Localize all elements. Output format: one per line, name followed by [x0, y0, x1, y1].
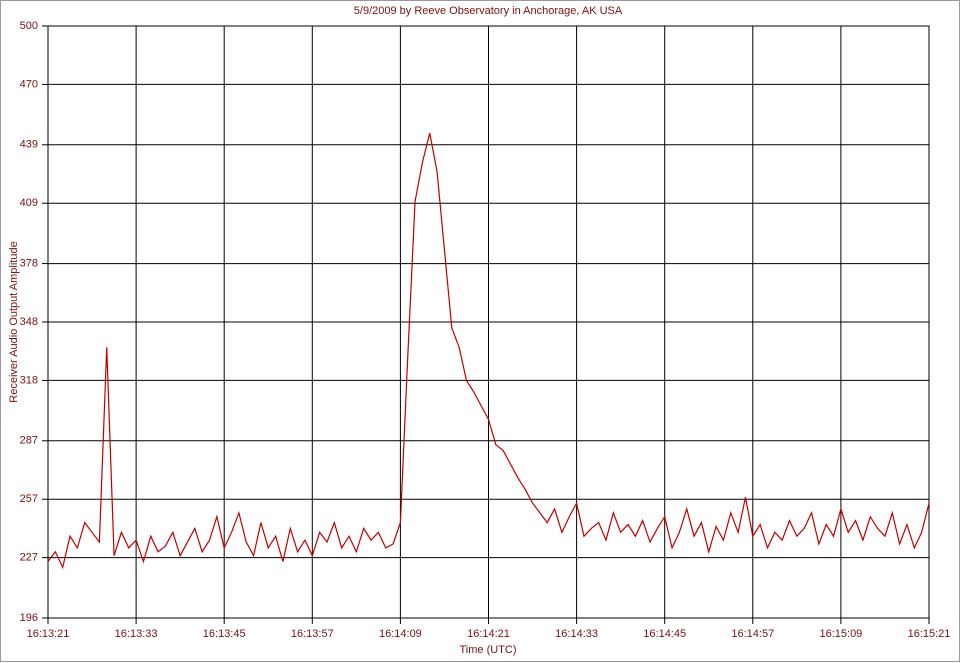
- chart-title: 5/9/2009 by Reeve Observatory in Anchora…: [354, 5, 623, 17]
- data-line: [47, 132, 930, 570]
- plot-border: [47, 25, 930, 619]
- y-tick-label: 227: [20, 552, 38, 564]
- x-tick-label: 16:13:57: [291, 628, 334, 640]
- y-tick-label: 257: [20, 493, 38, 505]
- x-axis-label: Time (UTC): [459, 644, 516, 656]
- y-tick-label: 287: [20, 435, 38, 447]
- y-tick-label: 500: [20, 20, 38, 32]
- x-tick-label: 16:14:09: [379, 628, 422, 640]
- y-axis-label: Receiver Audio Output Amplitude: [8, 241, 20, 402]
- x-tick-label: 16:14:45: [643, 628, 686, 640]
- y-tick-label: 439: [20, 139, 38, 151]
- x-tick-label: 16:13:45: [203, 628, 246, 640]
- y-tick-label: 196: [20, 612, 38, 624]
- x-tick-label: 16:13:21: [27, 628, 70, 640]
- y-tick-label: 378: [20, 257, 38, 269]
- y-tick-label: 470: [20, 78, 38, 90]
- y-tick-label: 318: [20, 374, 38, 386]
- x-tick-label: 16:14:33: [555, 628, 598, 640]
- x-tick-label: 16:14:57: [731, 628, 774, 640]
- x-tick-label: 16:15:21: [908, 628, 951, 640]
- y-tick-label: 348: [20, 316, 38, 328]
- x-tick-label: 16:14:21: [467, 628, 510, 640]
- y-tick-label: 409: [20, 197, 38, 209]
- x-tick-label: 16:13:33: [115, 628, 158, 640]
- x-tick-label: 16:15:09: [819, 628, 862, 640]
